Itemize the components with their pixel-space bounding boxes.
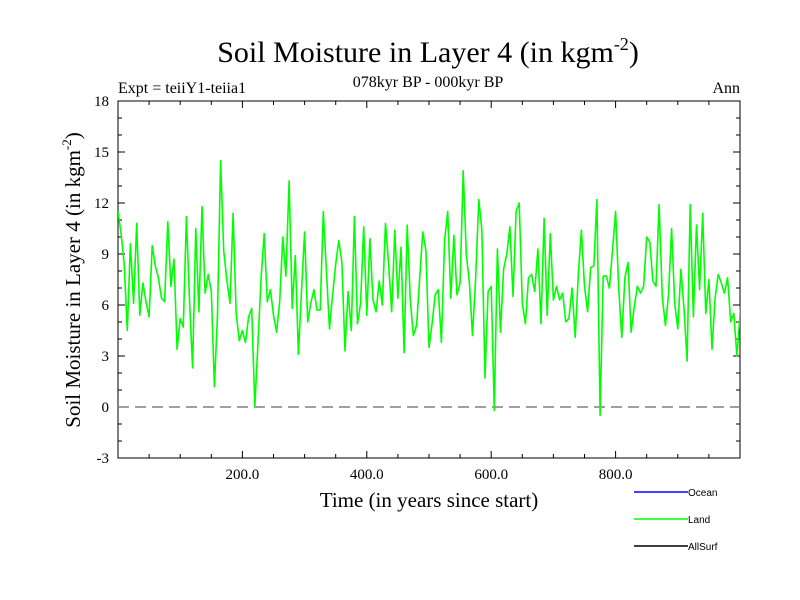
season-label: Ann — [712, 80, 740, 97]
y-tick-label: 15 — [94, 145, 109, 161]
y-tick-label: 12 — [94, 196, 109, 212]
y-tick-label: 9 — [102, 247, 110, 263]
plot-frame — [117, 100, 741, 459]
x-tick-label: 800.0 — [599, 467, 633, 483]
plot-area — [118, 159, 740, 417]
legend-label: Ocean — [688, 488, 717, 499]
x-tick-label: 600.0 — [474, 467, 508, 483]
x-tick-label: 200.0 — [226, 467, 260, 483]
land-series-line — [118, 159, 740, 417]
y-tick-label: -3 — [97, 451, 110, 467]
y-axis-label-main: Soil Moisture in Layer 4 (in kgm — [61, 150, 85, 428]
chart-title-end: ) — [629, 36, 639, 69]
y-tick-label: 0 — [102, 400, 110, 416]
y-axis-label-end: ) — [61, 132, 85, 139]
x-axis: 200.0 400.0 600.0 800.0 — [148, 101, 710, 483]
y-tick-label: 18 — [94, 94, 109, 110]
experiment-label: Expt = teiiY1-teiia1 — [118, 80, 246, 97]
chart-subtitle: 078kyr BP - 000kyr BP — [353, 74, 504, 91]
x-axis-label: Time (in years since start) — [320, 488, 539, 512]
y-tick-label: 3 — [102, 349, 110, 365]
chart-title-superscript: -2 — [614, 34, 629, 54]
x-tick-label: 400.0 — [350, 467, 384, 483]
y-axis-label: Soil Moisture in Layer 4 (in kgm-2) — [59, 132, 85, 427]
legend-label: Land — [688, 515, 710, 526]
chart-title: Soil Moisture in Layer 4 (in kgm-2) — [217, 34, 639, 69]
y-tick-label: 6 — [102, 298, 110, 314]
chart-title-main: Soil Moisture in Layer 4 (in kgm — [217, 36, 614, 69]
y-axis-label-superscript: -2 — [59, 139, 74, 150]
legend-label: AllSurf — [688, 542, 718, 553]
legend: Ocean Land AllSurf — [634, 488, 718, 553]
y-axis: -3 0 3 6 9 12 15 18 — [94, 94, 740, 467]
